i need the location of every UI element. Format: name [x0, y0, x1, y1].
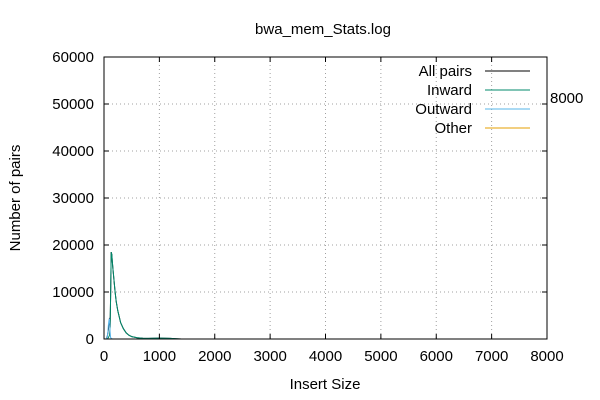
- axis-ticks: 0 1000 2000 3000 4000 5000 6000 7000 8000 0 10000 2…: [52, 49, 563, 365]
- x-tick-label: 7000: [475, 348, 508, 365]
- y-axis-label: Number of pairs: [7, 145, 24, 252]
- x-tick-label: 8000: [530, 348, 563, 365]
- legend: All pairs Inward Outward Other: [415, 63, 530, 137]
- y-tick-label: 0: [86, 331, 94, 348]
- annotation-label: 8000: [550, 90, 583, 107]
- x-tick-label: 2000: [198, 348, 231, 365]
- legend-label-inward: Inward: [427, 82, 472, 99]
- grid: [104, 57, 547, 339]
- x-tick-label: 3000: [253, 348, 286, 365]
- y-tick-label: 60000: [52, 49, 94, 66]
- x-tick-label: 0: [100, 348, 108, 365]
- chart-title: bwa_mem_Stats.log: [255, 21, 391, 38]
- legend-label-all-pairs: All pairs: [419, 63, 472, 80]
- y-tick-label: 50000: [52, 96, 94, 113]
- legend-label-other: Other: [434, 120, 472, 137]
- x-tick-label: 5000: [364, 348, 397, 365]
- x-tick-label: 6000: [420, 348, 453, 365]
- y-tick-label: 40000: [52, 143, 94, 160]
- legend-label-outward: Outward: [415, 101, 472, 118]
- x-axis-label: Insert Size: [290, 376, 361, 393]
- y-tick-label: 20000: [52, 237, 94, 254]
- x-tick-label: 4000: [309, 348, 342, 365]
- y-tick-label: 30000: [52, 190, 94, 207]
- y-tick-label: 10000: [52, 284, 94, 301]
- series-lines: [104, 251, 182, 340]
- x-tick-label: 1000: [143, 348, 176, 365]
- series-line-inward: [104, 251, 182, 340]
